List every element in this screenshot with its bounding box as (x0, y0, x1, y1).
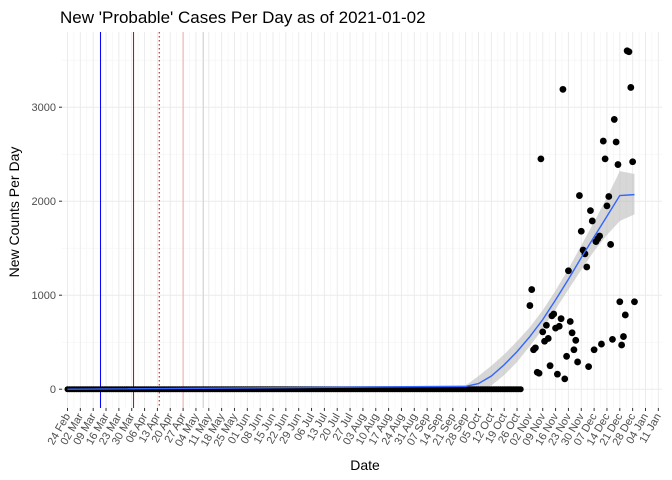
data-point (563, 352, 570, 360)
data-point (544, 335, 552, 342)
data-point (620, 333, 627, 340)
data-point (598, 340, 605, 348)
data-point (618, 341, 626, 349)
data-point (554, 370, 561, 378)
data-point (543, 321, 550, 329)
trend-path (67, 193, 635, 390)
data-point (574, 358, 581, 366)
y-tick-label: 0 (50, 384, 56, 396)
x-axis-label: Date (350, 457, 380, 473)
data-point (572, 336, 580, 344)
data-point (625, 48, 633, 56)
data-point (559, 85, 567, 93)
data-point (555, 322, 563, 330)
data-point (609, 335, 616, 343)
data-point (531, 344, 539, 352)
data-points (526, 47, 638, 383)
data-point (557, 315, 565, 323)
data-point (585, 363, 593, 371)
data-point (565, 267, 572, 275)
trend-line (67, 193, 635, 390)
data-point (535, 369, 543, 377)
reference-lines (100, 32, 204, 408)
data-point (546, 362, 554, 370)
data-point (590, 346, 598, 354)
data-point (629, 158, 637, 166)
data-point (596, 232, 604, 240)
data-point (566, 318, 574, 325)
chart-title: New 'Probable' Cases Per Day as of 2021-… (60, 8, 426, 27)
data-point (561, 375, 569, 383)
data-point (588, 217, 596, 225)
data-point (601, 155, 609, 163)
data-point (612, 138, 620, 146)
data-point (576, 192, 583, 199)
data-point (570, 346, 578, 354)
y-tick-label: 1000 (32, 290, 56, 302)
data-point (568, 329, 576, 337)
data-point (528, 286, 536, 293)
data-point (539, 328, 547, 336)
y-axis-ticks: 0 1000 2000 3000 (32, 102, 62, 396)
data-point (614, 161, 622, 168)
data-point (621, 311, 629, 319)
data-point (631, 298, 638, 306)
data-point (610, 116, 618, 123)
data-point (537, 155, 545, 163)
data-point (603, 202, 611, 210)
y-axis-label: New Counts Per Day (6, 147, 22, 278)
data-point (550, 310, 558, 318)
data-point (627, 84, 635, 91)
zero-point (517, 386, 524, 393)
data-point (599, 137, 607, 145)
data-point (605, 193, 613, 200)
data-point (583, 263, 591, 271)
data-point (526, 302, 534, 309)
data-point (616, 298, 624, 306)
y-tick-label: 2000 (32, 196, 56, 208)
data-point (577, 227, 585, 235)
data-point (587, 207, 594, 215)
y-tick-label: 3000 (32, 102, 56, 114)
zero-count-points (64, 386, 524, 393)
data-point (607, 241, 615, 248)
